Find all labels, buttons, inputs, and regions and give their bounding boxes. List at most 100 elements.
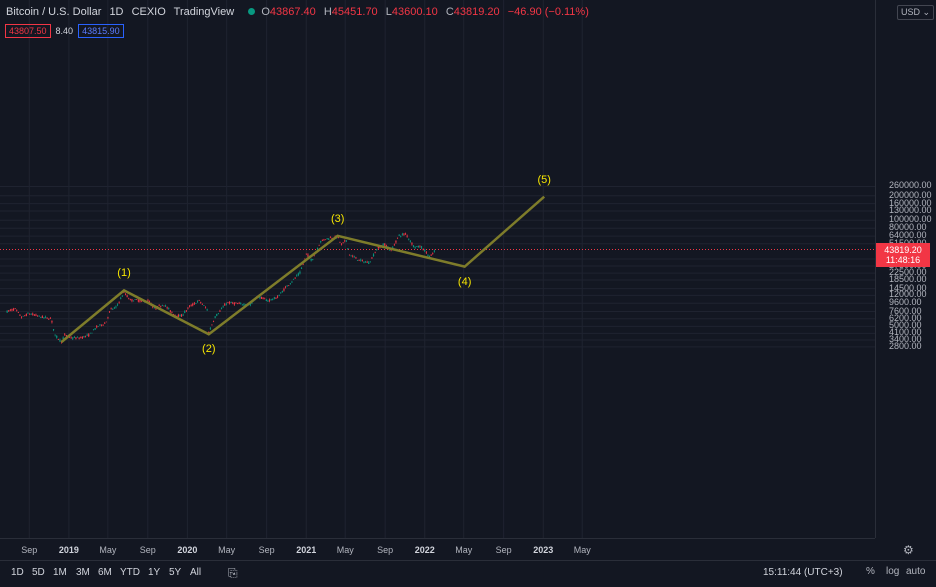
candle-body	[352, 255, 354, 257]
candle-body	[326, 238, 328, 239]
candle-body	[363, 261, 365, 263]
percent-toggle-icon[interactable]: %	[866, 566, 875, 577]
candle-body	[168, 308, 170, 310]
candle-body	[414, 247, 416, 248]
candle-body	[419, 246, 421, 248]
time-tick-label: May	[455, 545, 473, 555]
candle-body	[364, 261, 367, 263]
candle-body	[86, 334, 88, 336]
range-button-1m[interactable]: 1M	[53, 567, 67, 578]
candle-body	[408, 238, 410, 240]
candle-body	[22, 315, 24, 317]
range-button-ytd[interactable]: YTD	[120, 567, 140, 578]
range-button-5y[interactable]: 5Y	[169, 567, 182, 578]
wave-label-4: (4)	[457, 275, 472, 288]
candle-body	[417, 245, 419, 248]
candle-body	[305, 253, 307, 255]
time-tick-label: Sep	[258, 545, 275, 555]
candle-body	[89, 332, 91, 334]
candle-body	[275, 297, 277, 299]
range-button-3m[interactable]: 3M	[76, 567, 90, 578]
candle-body	[96, 326, 98, 328]
candle-body	[328, 238, 330, 240]
settings-gear-icon[interactable]: ⚙	[903, 543, 914, 557]
price-tick-label: 6200.00	[889, 312, 922, 323]
currency-label: USD	[901, 7, 921, 17]
time-axis[interactable]: ⚙ Sep 2019 May Sep 2020 May Sep 2021 May Sep 2022 M…	[0, 538, 914, 561]
candle-body	[19, 314, 21, 316]
candle-body	[276, 296, 279, 298]
price-tick-label: 18500.00	[889, 274, 927, 285]
candle-body	[411, 243, 413, 245]
time-tick-label: May	[573, 545, 591, 555]
candle-body	[240, 303, 242, 304]
date-range-icon[interactable]: ⎘	[228, 566, 238, 580]
candle-body	[292, 278, 295, 280]
candle-body	[284, 286, 287, 288]
range-button-1y[interactable]: 1Y	[148, 567, 161, 578]
price-axis[interactable]: 260000.00 200000.00 160000.00 130000.00 1000…	[875, 0, 936, 538]
candle-body	[291, 281, 293, 283]
candle-body	[193, 303, 195, 304]
candle-body	[235, 302, 237, 304]
candle-body	[361, 260, 363, 261]
candle-body	[158, 305, 160, 307]
candle-body	[73, 337, 75, 338]
range-button-6m[interactable]: 6M	[98, 567, 112, 578]
candle-body	[78, 338, 80, 339]
last-price-value: 43819.20	[884, 244, 922, 255]
price-chart[interactable]	[0, 0, 875, 538]
candle-body	[48, 319, 50, 320]
chart-area[interactable]	[0, 0, 875, 538]
elliott-wave-line	[60, 195, 546, 344]
candle-body	[17, 312, 19, 313]
candle-body	[64, 334, 66, 335]
candle-body	[116, 304, 119, 306]
candle-body	[249, 304, 251, 306]
interval-label[interactable]: 1D	[109, 6, 124, 18]
candle-body	[102, 324, 104, 326]
candle-body	[92, 329, 95, 331]
candle-body	[204, 307, 207, 309]
candle-body	[211, 324, 213, 326]
bid-price[interactable]: 43807.50	[5, 24, 51, 38]
candle-body	[238, 303, 240, 304]
candle-body	[331, 238, 333, 239]
currency-select[interactable]: USD ⌄	[897, 5, 935, 20]
candle-body	[20, 317, 23, 319]
candle-body	[169, 310, 171, 312]
candle-body	[342, 242, 344, 243]
symbol-name[interactable]: Bitcoin / U.S. Dollar	[6, 6, 102, 18]
time-tick-label: Sep	[21, 545, 38, 555]
candle-body	[11, 309, 13, 311]
candle-body	[260, 296, 263, 299]
candle-body	[236, 303, 239, 305]
candle-body	[70, 337, 72, 339]
close-key: C	[445, 6, 454, 18]
ask-price[interactable]: 43815.90	[78, 24, 124, 38]
candle-body	[75, 337, 77, 339]
auto-scale-toggle[interactable]: auto	[906, 566, 926, 577]
candle-body	[270, 299, 272, 300]
time-tick-label: 2019	[58, 545, 79, 555]
log-toggle[interactable]: log	[886, 566, 900, 577]
range-button-all[interactable]: All	[190, 567, 202, 578]
candle-body	[347, 248, 349, 250]
candle-body	[232, 302, 234, 304]
candle-body	[185, 310, 187, 312]
candle-body	[107, 317, 109, 318]
candle-body	[203, 305, 205, 307]
candle-body	[307, 254, 309, 257]
price-tick-label: 7600.00	[889, 305, 922, 316]
candle-body	[56, 336, 58, 338]
spread-value: 8.40	[55, 26, 74, 36]
time-tick-label: May	[99, 545, 117, 555]
clock[interactable]: 15:11:44 (UTC+3)	[763, 567, 843, 578]
candle-body	[227, 302, 229, 303]
range-button-5d[interactable]: 5D	[32, 567, 45, 578]
candle-body	[283, 288, 285, 291]
range-button-1d[interactable]: 1D	[11, 567, 24, 578]
candle-body	[382, 244, 384, 246]
price-tick-label: 130000.00	[889, 205, 932, 216]
candle-body	[97, 326, 99, 327]
